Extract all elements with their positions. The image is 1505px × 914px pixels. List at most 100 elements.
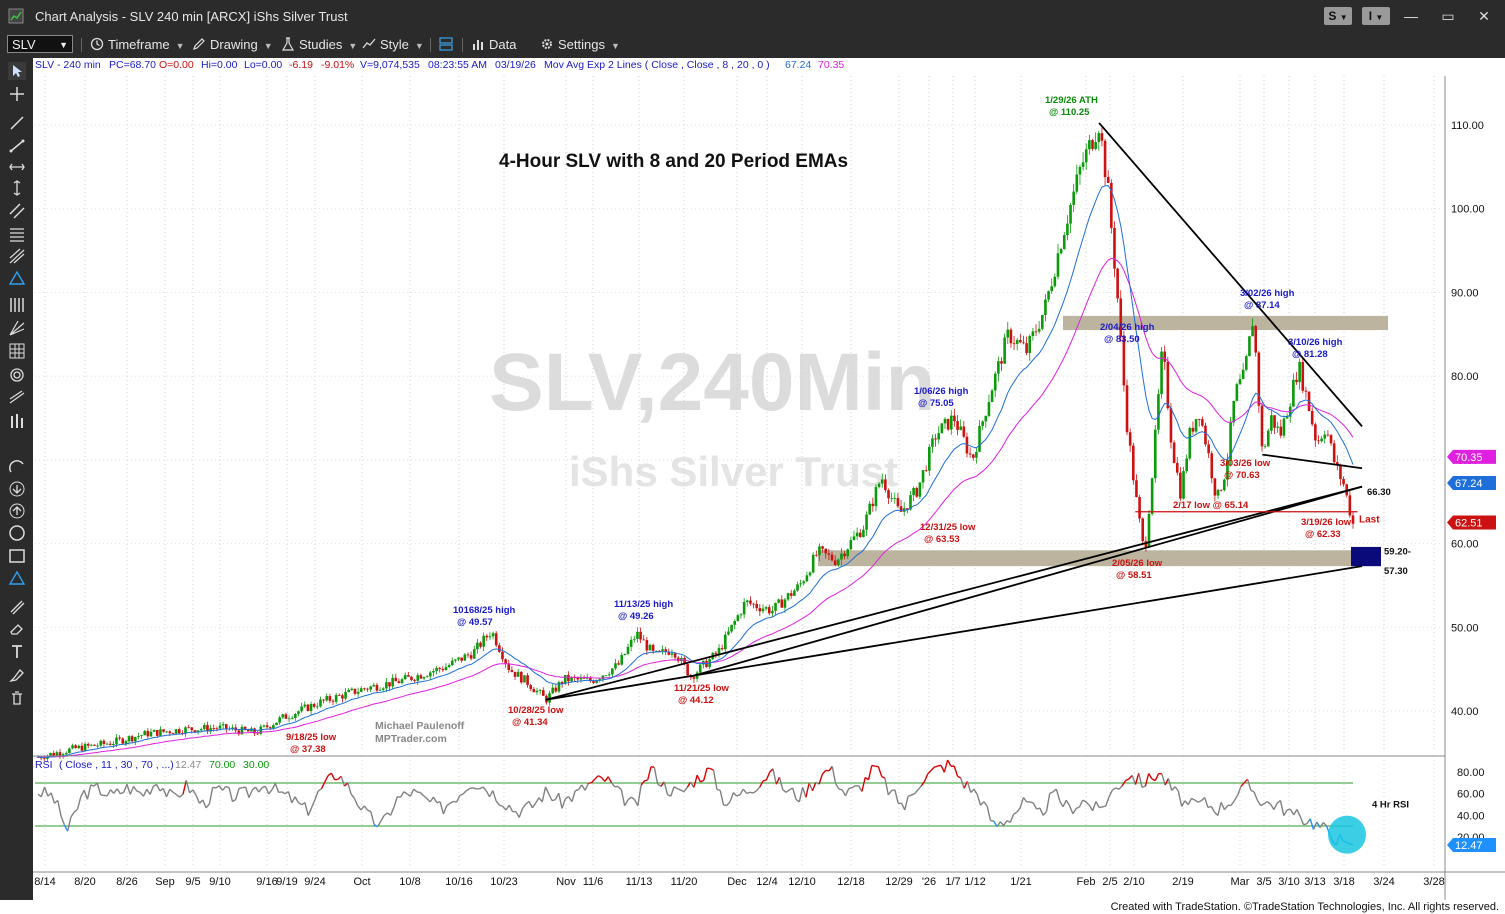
- vertical-line-icon[interactable]: [8, 179, 26, 197]
- gann-fan-icon[interactable]: [8, 296, 26, 314]
- candle-body: [49, 752, 52, 756]
- highlighter-icon[interactable]: [8, 666, 26, 684]
- fibonacci-icon[interactable]: [8, 225, 26, 243]
- triangle-icon[interactable]: [8, 269, 26, 287]
- candle-body: [96, 745, 99, 747]
- candle-body: [604, 675, 608, 677]
- studies-menu[interactable]: Studies ▼: [281, 36, 357, 54]
- candle-body: [58, 752, 62, 756]
- trend-line: [545, 485, 1363, 701]
- candle-body: [805, 575, 809, 582]
- speed-lines-icon[interactable]: [8, 319, 26, 337]
- arrow-down-icon[interactable]: [8, 480, 26, 498]
- rsi-segment: [1233, 794, 1239, 802]
- candle-body: [319, 699, 322, 707]
- rsi-segment: [492, 790, 497, 802]
- rsi-segment: [419, 792, 425, 797]
- price-chart[interactable]: SLV - 240 min PC=68.70 O=0.00 Hi=0.00 Lo…: [33, 58, 1505, 900]
- toolbar-divider: [430, 38, 431, 52]
- rsi-segment: [495, 800, 500, 806]
- eraser-icon[interactable]: [8, 620, 26, 638]
- rectangle-tool-icon[interactable]: [8, 547, 26, 565]
- ruler-icon[interactable]: [8, 598, 26, 616]
- layout-button[interactable]: [439, 36, 457, 54]
- settings-menu[interactable]: Settings ▼: [540, 36, 620, 54]
- y-tick-label: 80.00: [1451, 371, 1479, 383]
- annotation-price: @ 49.26: [618, 611, 654, 622]
- candle-body: [152, 730, 156, 732]
- rsi-segment: [607, 776, 613, 784]
- candle-body: [1298, 361, 1301, 383]
- text-tool-icon[interactable]: [8, 643, 26, 661]
- rsi-segment: [1250, 789, 1255, 793]
- minimize-button[interactable]: —: [1404, 8, 1418, 24]
- rsi-segment: [1099, 806, 1103, 809]
- arrow-up-icon[interactable]: [8, 502, 26, 520]
- candle-body: [793, 590, 796, 596]
- rsi-segment: [581, 784, 586, 791]
- rsi-segment: [113, 788, 118, 794]
- horizontal-line-icon[interactable]: [8, 158, 26, 176]
- candle-body: [1135, 480, 1138, 497]
- candle-body: [1332, 443, 1336, 463]
- rsi-segment: [149, 785, 155, 795]
- candle-body: [890, 498, 893, 499]
- rsi-segment: [544, 786, 550, 795]
- symbol-input[interactable]: SLV ▼: [7, 35, 73, 53]
- rsi-segment: [930, 766, 935, 771]
- candle-body: [1197, 419, 1201, 420]
- andrews-pitchfork-icon[interactable]: [8, 247, 26, 265]
- candle-body: [1207, 444, 1210, 454]
- annotation-label: 2/05/26 low: [1112, 558, 1163, 569]
- x-tick-label: 9/5: [185, 876, 200, 888]
- candle-body: [306, 704, 310, 711]
- crosshair-icon[interactable]: [8, 85, 26, 103]
- candle-body: [724, 634, 727, 650]
- candle-body: [774, 602, 777, 611]
- line-tool-icon[interactable]: [8, 114, 26, 132]
- candle-body: [802, 581, 806, 584]
- last-date: 03/19/26: [495, 59, 536, 71]
- chart-area[interactable]: SLV - 240 min PC=68.70 O=0.00 Hi=0.00 Lo…: [33, 58, 1505, 900]
- restore-button[interactable]: ▭: [1441, 8, 1455, 24]
- candle-body: [469, 655, 473, 659]
- regression-icon[interactable]: [8, 389, 26, 407]
- candle-body: [629, 639, 633, 647]
- candle-body: [862, 529, 865, 537]
- candle-body: [1175, 462, 1179, 473]
- data-menu[interactable]: Data: [471, 36, 516, 54]
- candle-body: [811, 554, 815, 573]
- triangle-tool-icon[interactable]: [8, 569, 26, 587]
- rsi-segment: [100, 794, 105, 797]
- grid-icon[interactable]: [8, 342, 26, 360]
- grid: [35, 76, 1443, 866]
- chart-title: 4-Hour SLV with 8 and 20 Period EMAs: [499, 151, 848, 172]
- delete-drawing-icon[interactable]: [8, 689, 26, 707]
- s-link-button[interactable]: S ▼: [1324, 7, 1352, 25]
- cycles-icon[interactable]: [8, 366, 26, 384]
- close-button[interactable]: ✕: [1478, 8, 1490, 24]
- arc-icon[interactable]: [8, 458, 26, 476]
- timeframe-menu[interactable]: Timeframe ▼: [90, 36, 185, 54]
- bars-icon[interactable]: [8, 412, 26, 430]
- x-tick-label: 8/26: [116, 876, 137, 888]
- rsi-segment: [943, 759, 949, 773]
- chevron-down-icon: ▼: [59, 40, 68, 50]
- candle-body: [268, 727, 272, 729]
- rsi-overbought: 70.00: [209, 759, 235, 771]
- rsi-segment: [499, 804, 503, 808]
- x-tick-label: 3/28: [1423, 876, 1444, 888]
- cursor-icon[interactable]: [8, 62, 26, 80]
- rsi-segment: [966, 781, 972, 793]
- rsi-segment: [653, 767, 659, 785]
- channel-icon[interactable]: [8, 202, 26, 220]
- circle-tool-icon[interactable]: [8, 524, 26, 542]
- style-menu[interactable]: Style ▼: [362, 36, 424, 54]
- candle-body: [1144, 541, 1148, 548]
- trendline-icon[interactable]: [8, 137, 26, 155]
- rsi-segment: [1108, 789, 1114, 797]
- drawing-menu[interactable]: Drawing ▼: [192, 36, 273, 54]
- rsi-segment: [1299, 816, 1305, 826]
- candle-body: [513, 671, 517, 677]
- i-link-button[interactable]: I ▼: [1362, 7, 1390, 25]
